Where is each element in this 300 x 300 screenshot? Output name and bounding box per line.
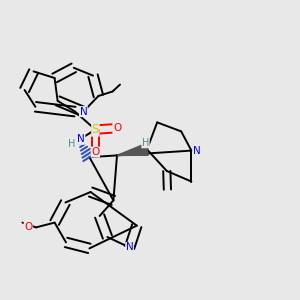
Text: N: N xyxy=(193,146,201,156)
Text: N: N xyxy=(126,242,134,253)
Text: H: H xyxy=(142,138,149,148)
Text: N: N xyxy=(77,134,85,144)
Text: O: O xyxy=(24,222,32,232)
Text: H: H xyxy=(68,139,76,149)
Polygon shape xyxy=(117,143,148,155)
Text: O: O xyxy=(91,147,100,157)
Text: S: S xyxy=(92,123,99,136)
Text: O: O xyxy=(113,123,121,134)
Text: N: N xyxy=(80,106,87,117)
